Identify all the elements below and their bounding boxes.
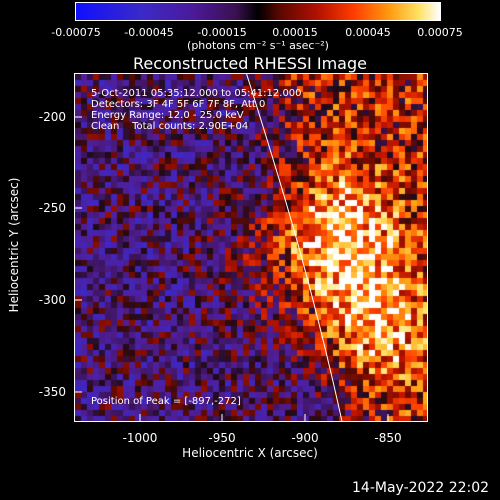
colorbar-units: (photons cm⁻² s⁻¹ asec⁻²) (187, 39, 329, 52)
colorbar-tick: -0.00075 (51, 26, 101, 39)
colorbar-tick: -0.00045 (124, 26, 174, 39)
y-axis-label: Heliocentric Y (arcsec) (7, 177, 21, 313)
y-tick-label: -300 (38, 293, 66, 307)
detectors-text: Detectors: 3F 4F 5F 6F 7F 8F, Att 0 (91, 99, 266, 110)
x-tick-label: -950 (208, 431, 236, 445)
rhessi-image: 5-Oct-2011 05:35:12.000 to 05:41:12.000 … (74, 73, 428, 422)
energy-range-text: Energy Range: 12.0 - 25.0 keV (91, 110, 244, 121)
x-tick-label: -1000 (122, 431, 158, 445)
y-tick-label: -200 (38, 110, 66, 124)
colorbar-tick: 0.00045 (345, 26, 391, 39)
x-axis-label: Heliocentric X (arcsec) (182, 446, 318, 460)
x-tick-label: -900 (291, 431, 319, 445)
x-tick-label: -850 (374, 431, 402, 445)
time-range-text: 5-Oct-2011 05:35:12.000 to 05:41:12.000 (91, 88, 302, 99)
footer-timestamp: 14-May-2022 22:02 (352, 480, 490, 496)
colorbar-tick: 0.00075 (417, 26, 463, 39)
peak-position-text: Position of Peak = [-897,-272] (91, 396, 241, 407)
limb-overlay (246, 74, 343, 421)
plot-title: Reconstructed RHESSI Image (133, 54, 367, 73)
clean-counts-text: Clean Total counts: 2.90E+04 (91, 121, 249, 132)
solar-limb-line (246, 74, 343, 421)
colorbar-tick: -0.00015 (197, 26, 247, 39)
colorbar-tick: 0.00015 (272, 26, 318, 39)
y-tick-label: -250 (38, 201, 66, 215)
heatmap-canvas (75, 74, 427, 421)
y-tick-label: -350 (38, 385, 66, 399)
colorbar (75, 2, 441, 21)
